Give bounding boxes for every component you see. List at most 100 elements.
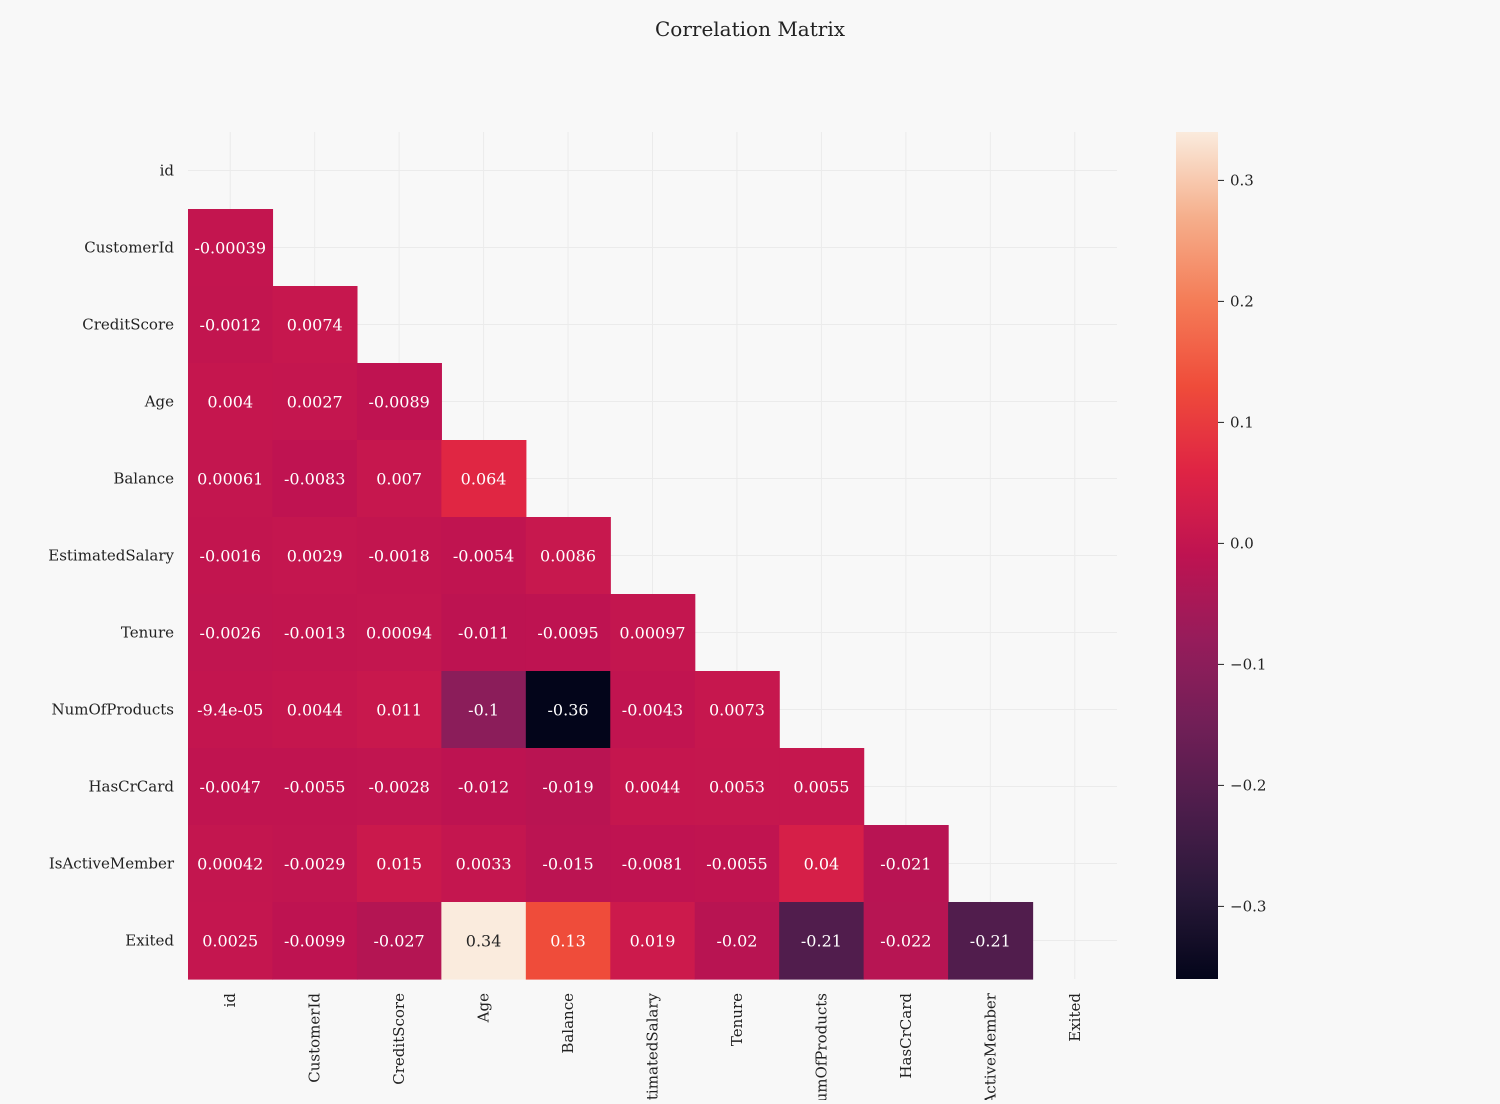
heatmap-cell-HasCrCard-CreditScore xyxy=(356,748,442,826)
x-tick-label: NumOfProducts xyxy=(812,993,830,1100)
y-tick-label: HasCrCard xyxy=(88,778,174,796)
heatmap-cell-HasCrCard-id xyxy=(188,748,274,826)
heatmap-cell-IsActiveMember-CustomerId xyxy=(272,825,358,903)
cell-value-label: 0.007 xyxy=(376,470,422,489)
cell-value-label: 0.011 xyxy=(376,701,422,720)
cell-value-label: 0.0029 xyxy=(287,547,343,566)
cell-value-label: 0.0074 xyxy=(287,316,343,335)
cell-value-label: -0.0018 xyxy=(368,547,429,566)
cell-value-label: 0.0033 xyxy=(456,855,512,874)
cell-value-label: -0.0016 xyxy=(200,547,261,566)
cell-value-label: -0.0043 xyxy=(622,701,683,720)
colorbar-tick-label: 0.0 xyxy=(1230,534,1254,552)
heatmap-cell-EstimatedSalary-id xyxy=(188,517,274,595)
heatmap-cell-NumOfProducts-EstimatedSalary xyxy=(610,671,696,749)
colorbar-tick-label: 0.1 xyxy=(1230,413,1254,431)
heatmap-cell-HasCrCard-Balance xyxy=(525,748,611,826)
heatmap-cell-EstimatedSalary-Age xyxy=(441,517,527,595)
cell-value-label: -0.0083 xyxy=(284,470,345,489)
heatmap-cell-Balance-CreditScore xyxy=(356,440,442,518)
heatmap-cell-Exited-EstimatedSalary xyxy=(610,902,696,980)
y-tick-label: Age xyxy=(144,393,174,411)
cell-value-label: 0.019 xyxy=(630,932,676,951)
heatmap-cell-IsActiveMember-NumOfProducts xyxy=(779,825,865,903)
cell-value-label: 0.0053 xyxy=(709,778,765,797)
heatmap-cell-HasCrCard-Tenure xyxy=(694,748,780,826)
colorbar-tick-label: 0.2 xyxy=(1230,292,1254,310)
heatmap-cell-Exited-NumOfProducts xyxy=(779,902,865,980)
cell-value-label: 0.064 xyxy=(461,470,507,489)
heatmap-cell-IsActiveMember-CreditScore xyxy=(356,825,442,903)
cell-value-label: -0.0055 xyxy=(706,855,767,874)
heatmap-cell-Tenure-id xyxy=(188,594,274,672)
heatmap-cell-Age-CreditScore xyxy=(356,363,442,441)
heatmap-cell-IsActiveMember-id xyxy=(188,825,274,903)
cell-value-label: -0.00039 xyxy=(194,239,266,258)
cell-value-label: 0.0025 xyxy=(202,932,258,951)
cell-value-label: -0.0013 xyxy=(284,624,345,643)
heatmap-cell-NumOfProducts-Tenure xyxy=(694,671,780,749)
cell-value-label: 0.0044 xyxy=(287,701,343,720)
heatmap-cell-CustomerId-id xyxy=(188,209,274,287)
heatmap-cell-Exited-CustomerId xyxy=(272,902,358,980)
y-tick-label: Tenure xyxy=(121,624,174,642)
heatmap-cell-Balance-id xyxy=(188,440,274,518)
heatmap-cell-IsActiveMember-Age xyxy=(441,825,527,903)
heatmap-cell-Age-id xyxy=(188,363,274,441)
heatmap-cell-Tenure-EstimatedSalary xyxy=(610,594,696,672)
heatmap-cell-Tenure-CustomerId xyxy=(272,594,358,672)
x-tick-label: Tenure xyxy=(728,993,746,1046)
y-tick-label: NumOfProducts xyxy=(51,701,174,719)
cell-value-label: -0.012 xyxy=(458,778,509,797)
heatmap-cell-NumOfProducts-Age xyxy=(441,671,527,749)
x-tick-label: id xyxy=(221,993,239,1008)
cell-value-label: -0.015 xyxy=(542,855,593,874)
colorbar-tick-label: 0.3 xyxy=(1230,171,1254,189)
cell-value-label: 0.0073 xyxy=(709,701,765,720)
cell-value-label: -0.21 xyxy=(801,932,842,951)
cell-value-label: -0.019 xyxy=(542,778,593,797)
colorbar-tick-label: −0.3 xyxy=(1230,897,1266,915)
cell-value-label: -0.36 xyxy=(548,701,589,720)
heatmap-cell-Balance-CustomerId xyxy=(272,440,358,518)
y-tick-label: Exited xyxy=(125,932,174,950)
heatmap-cell-HasCrCard-Age xyxy=(441,748,527,826)
cell-value-label: -0.21 xyxy=(970,932,1011,951)
x-tick-label: CreditScore xyxy=(390,993,408,1085)
colorbar xyxy=(1176,132,1218,979)
x-tick-label: IsActiveMember xyxy=(981,992,999,1100)
cell-value-label: -0.0047 xyxy=(200,778,261,797)
heatmap-cell-CreditScore-CustomerId xyxy=(272,286,358,364)
x-tick-label: Balance xyxy=(559,993,577,1054)
heatmap-cell-Exited-HasCrCard xyxy=(863,902,949,980)
cell-value-label: -0.021 xyxy=(880,855,931,874)
cell-value-label: 0.00042 xyxy=(197,855,263,874)
colorbar-tick-label: −0.1 xyxy=(1230,655,1266,673)
cell-value-label: -0.027 xyxy=(374,932,425,951)
y-tick-label: CustomerId xyxy=(84,239,174,257)
cell-value-label: 0.015 xyxy=(376,855,422,874)
cell-value-label: 0.004 xyxy=(207,393,253,412)
y-tick-label: id xyxy=(160,162,175,180)
y-tick-label: CreditScore xyxy=(82,316,174,334)
heatmap-cell-Exited-id xyxy=(188,902,274,980)
cell-value-label: -0.0054 xyxy=(453,547,514,566)
heatmap-cell-Age-CustomerId xyxy=(272,363,358,441)
heatmap-cell-NumOfProducts-Balance xyxy=(525,671,611,749)
cell-value-label: 0.04 xyxy=(804,855,840,874)
cell-value-label: 0.0027 xyxy=(287,393,343,412)
cell-value-label: 0.0044 xyxy=(625,778,681,797)
cell-value-label: -0.0026 xyxy=(200,624,261,643)
heatmap-cell-Exited-Age xyxy=(441,902,527,980)
heatmap-cell-NumOfProducts-id xyxy=(188,671,274,749)
heatmap-cell-HasCrCard-CustomerId xyxy=(272,748,358,826)
x-tick-label: HasCrCard xyxy=(897,993,915,1079)
heatmap-cell-IsActiveMember-EstimatedSalary xyxy=(610,825,696,903)
cell-value-label: 0.13 xyxy=(550,932,586,951)
heatmap-cell-Tenure-CreditScore xyxy=(356,594,442,672)
cell-value-label: -0.0029 xyxy=(284,855,345,874)
cell-value-label: -0.1 xyxy=(468,701,499,720)
heatmap-cell-Exited-Tenure xyxy=(694,902,780,980)
